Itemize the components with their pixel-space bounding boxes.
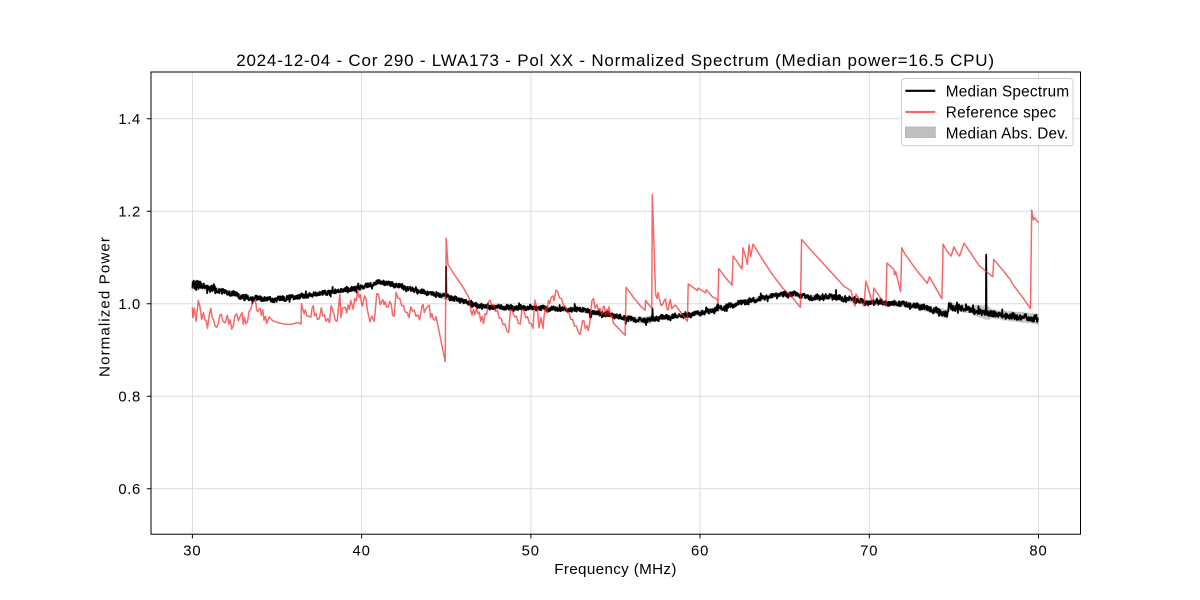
svg-text:1.2: 1.2	[118, 204, 140, 220]
svg-text:0.6: 0.6	[118, 482, 140, 498]
svg-text:Median Spectrum: Median Spectrum	[946, 83, 1070, 100]
svg-text:60: 60	[691, 543, 709, 559]
svg-text:30: 30	[183, 543, 201, 559]
svg-text:80: 80	[1029, 543, 1047, 559]
svg-text:1.0: 1.0	[118, 297, 140, 313]
svg-text:40: 40	[352, 543, 370, 559]
svg-text:2024-12-04 - Cor 290 - LWA173: 2024-12-04 - Cor 290 - LWA173 - Pol XX -…	[236, 51, 995, 70]
svg-text:Normalized Power: Normalized Power	[97, 236, 114, 377]
svg-text:Frequency (MHz): Frequency (MHz)	[554, 561, 677, 578]
svg-text:0.8: 0.8	[118, 389, 140, 405]
svg-text:70: 70	[860, 543, 878, 559]
svg-text:50: 50	[522, 543, 540, 559]
svg-text:1.4: 1.4	[118, 112, 140, 128]
svg-text:Median Abs. Dev.: Median Abs. Dev.	[946, 126, 1069, 143]
svg-text:Reference spec: Reference spec	[946, 105, 1057, 122]
